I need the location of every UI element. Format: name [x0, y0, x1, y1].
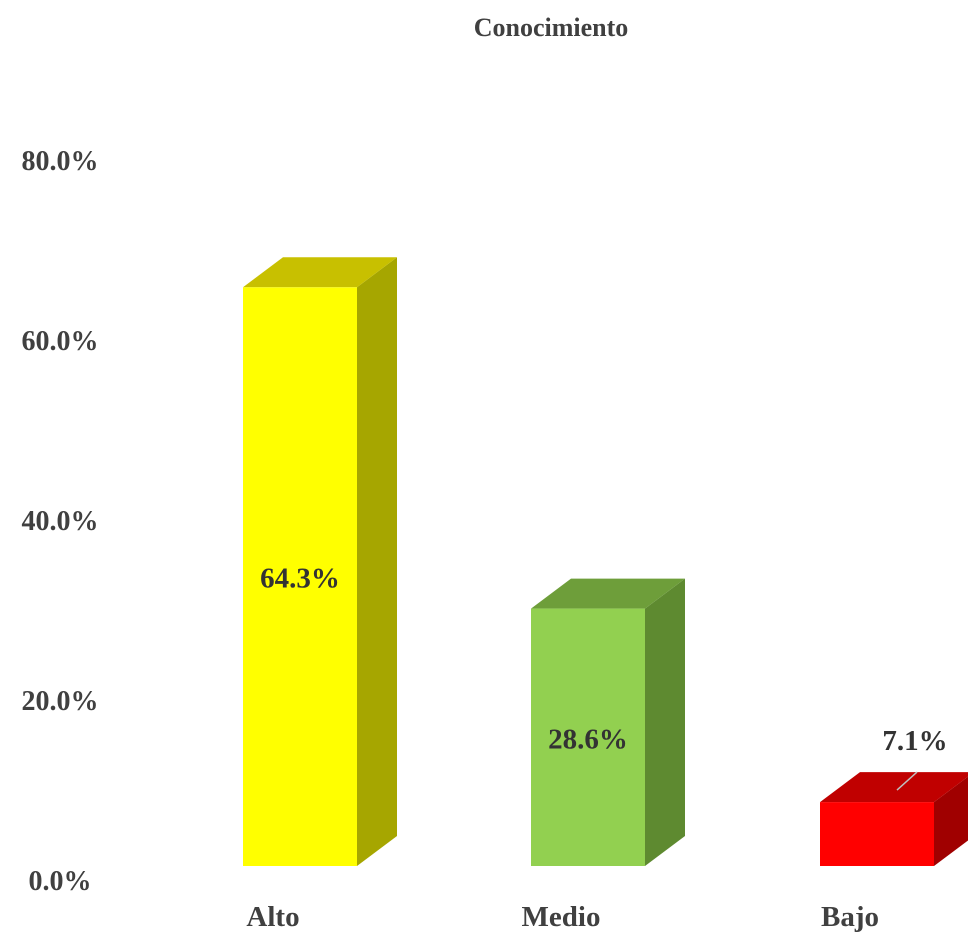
bar-side-face: [645, 578, 685, 866]
chart-title: Conocimiento: [474, 13, 629, 42]
leader-line: [896, 771, 918, 791]
bar-bajo: 7.1%: [820, 725, 968, 866]
y-tick-label: 20.0%: [22, 686, 99, 717]
bar-top-face: [531, 578, 685, 609]
bars: 64.3% 28.6% 7.1%: [243, 257, 968, 866]
bar-front-face: [820, 802, 934, 866]
data-label: 7.1%: [882, 725, 947, 757]
y-tick-label: 60.0%: [22, 326, 99, 357]
y-tick-label: 40.0%: [22, 506, 99, 537]
data-label: 28.6%: [548, 723, 628, 755]
bar-alto: 64.3%: [243, 257, 397, 866]
bar-front-face: [531, 608, 645, 866]
x-tick-label: Bajo: [821, 901, 879, 933]
bar-top-face: [243, 257, 397, 288]
x-tick-label: Medio: [522, 901, 601, 933]
y-tick-label: 80.0%: [22, 146, 99, 177]
bar-side-face: [934, 776, 968, 866]
bar-side-face: [357, 257, 397, 866]
data-label: 64.3%: [260, 563, 340, 595]
y-tick-label: 0.0%: [29, 866, 92, 897]
bar-medio: 28.6%: [531, 578, 685, 866]
bar-front-face: [243, 287, 357, 866]
x-tick-label: Alto: [246, 901, 299, 933]
bar-top-face: [820, 772, 968, 803]
x-axis: Alto Medio Bajo: [246, 901, 879, 933]
y-axis: 0.0% 20.0% 40.0% 60.0% 80.0%: [22, 146, 99, 897]
